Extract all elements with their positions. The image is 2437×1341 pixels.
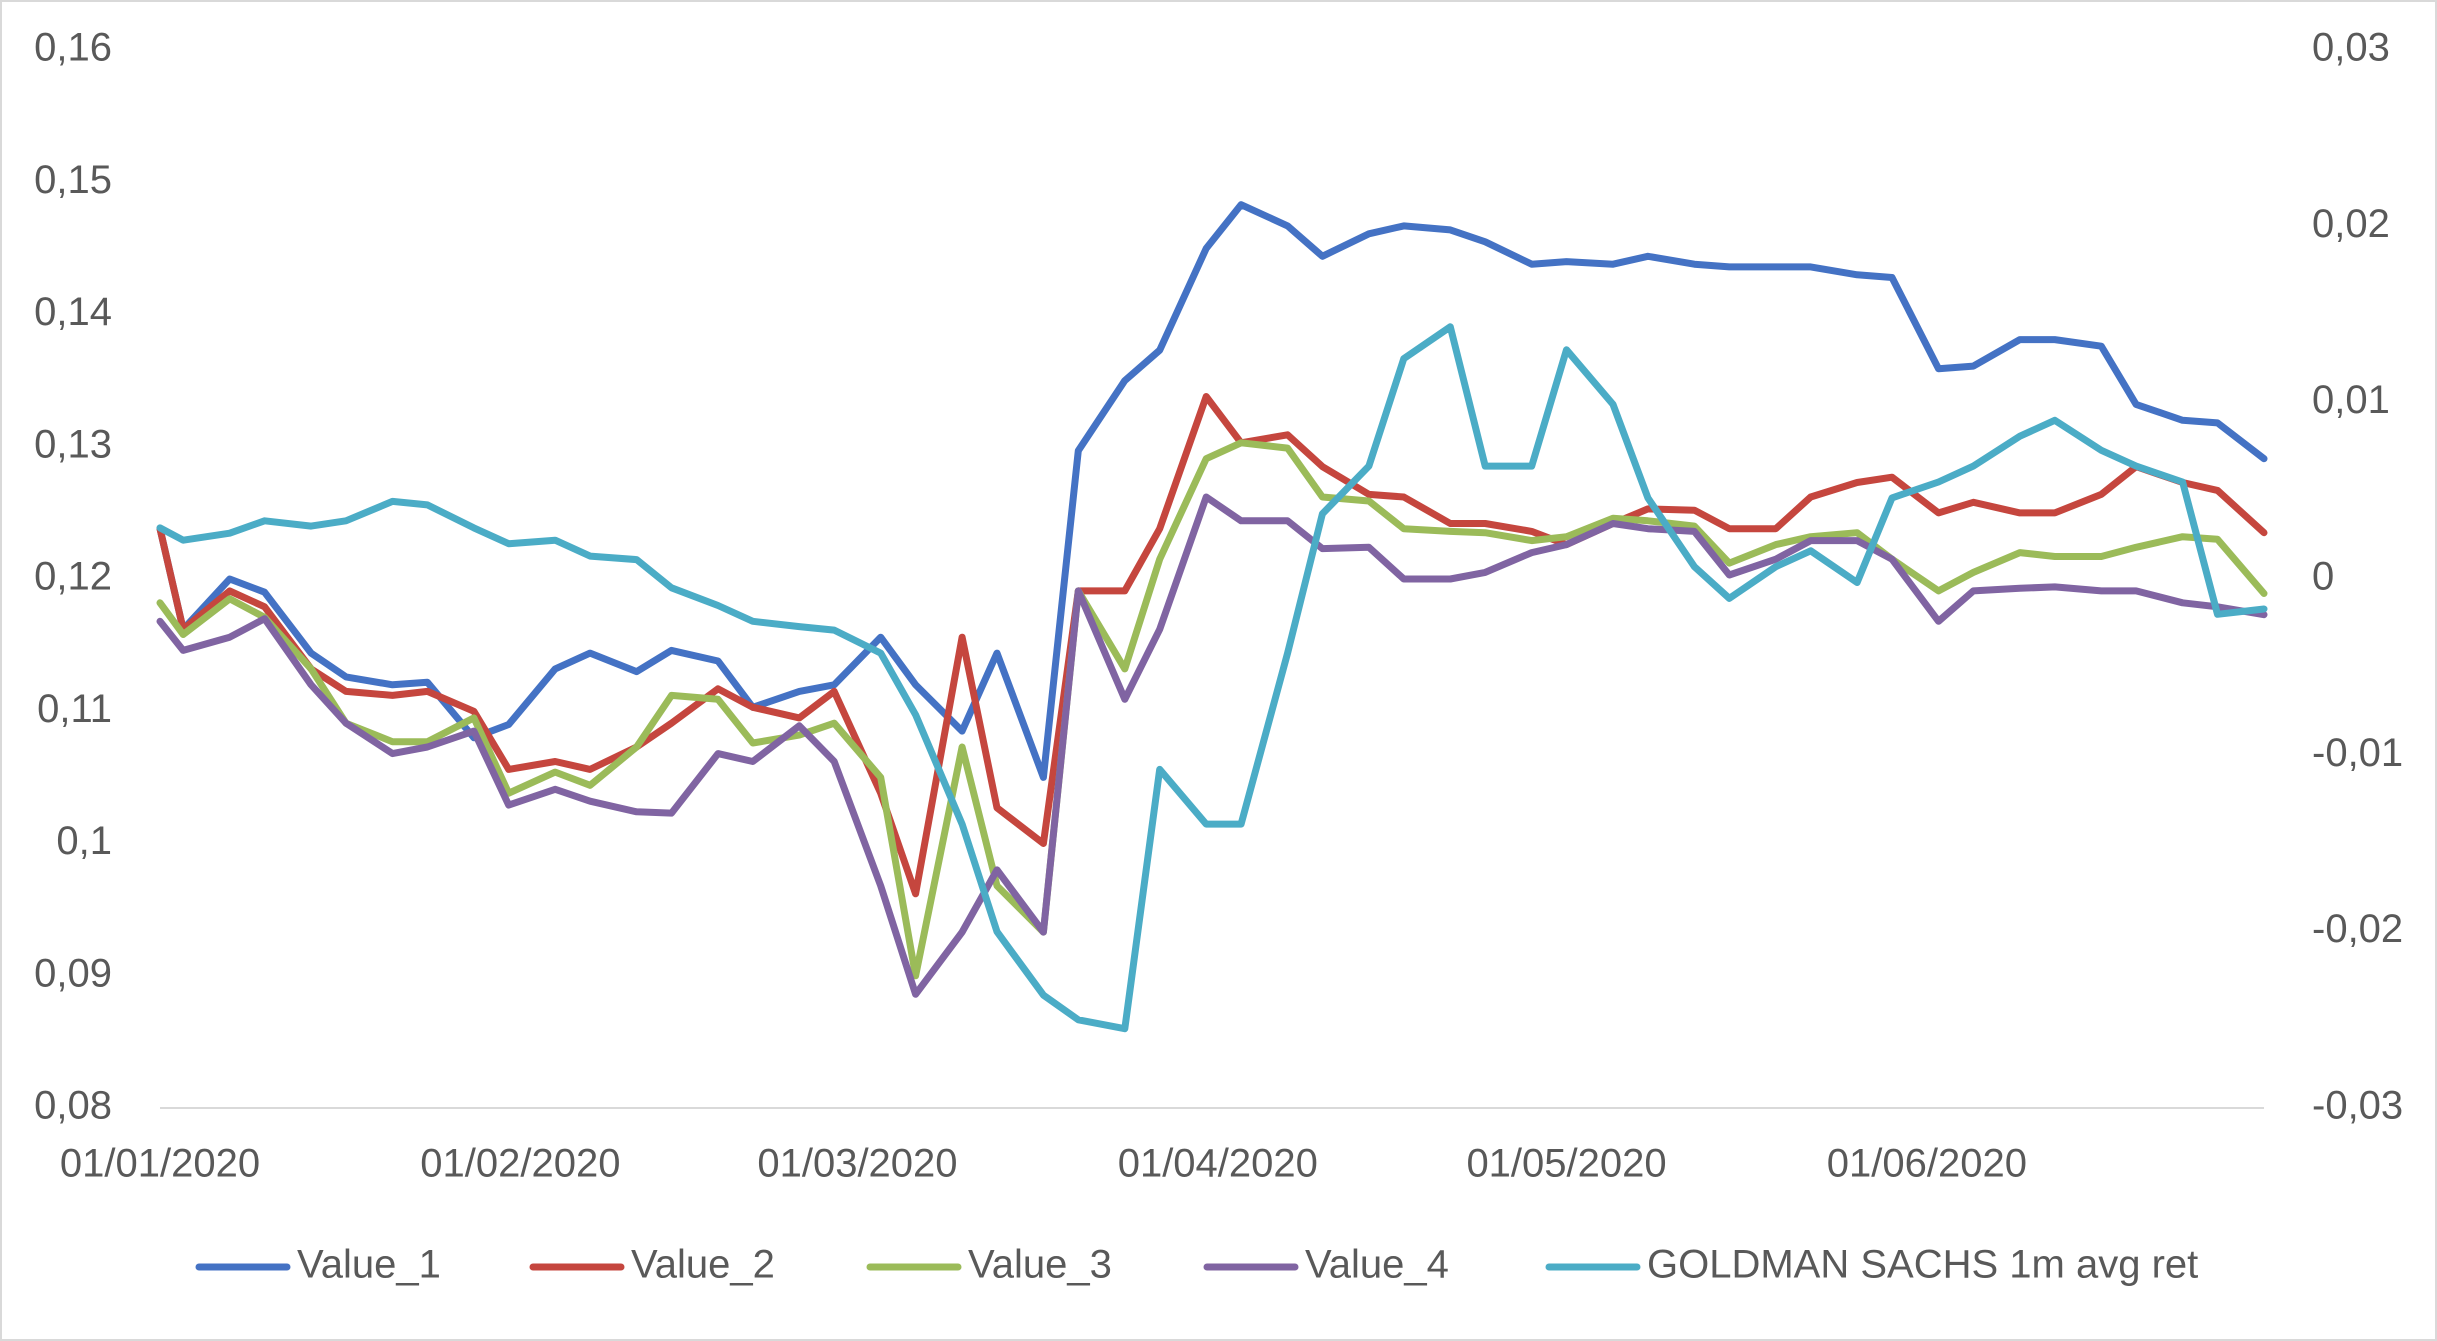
- x-tick-label: 01/06/2020: [1827, 1142, 2027, 1186]
- y-tick-label: 0,16: [34, 26, 112, 70]
- x-tick-label: 01/03/2020: [757, 1142, 957, 1186]
- y2-tick-label: 0,03: [2312, 26, 2390, 70]
- legend-label: GOLDMAN SACHS 1m avg ret: [1647, 1243, 2198, 1287]
- y-tick-label: 0,09: [34, 951, 112, 995]
- y-tick-label: 0,14: [34, 290, 112, 334]
- y-tick-label: 0,11: [37, 687, 112, 731]
- series-line: [156, 493, 2268, 998]
- y2-tick-label: -0,03: [2312, 1084, 2403, 1128]
- series-line: [156, 323, 2268, 1033]
- x-tick-label: 01/02/2020: [420, 1142, 620, 1186]
- series-line: [156, 439, 2268, 980]
- y-tick-label: 0,1: [56, 819, 112, 863]
- legend-label: Value_1: [297, 1243, 441, 1287]
- y2-tick-label: 0,02: [2312, 202, 2390, 246]
- legend-label: Value_4: [1305, 1243, 1449, 1287]
- y2-tick-label: 0,01: [2312, 378, 2390, 422]
- legend-label: Value_3: [968, 1243, 1112, 1287]
- y2-tick-label: 0: [2312, 555, 2334, 599]
- legend-label: Value_2: [631, 1243, 775, 1287]
- y-tick-label: 0,13: [34, 422, 112, 466]
- y-tick-label: 0,12: [34, 555, 112, 599]
- y-tick-label: 0,15: [34, 158, 112, 202]
- y2-tick-label: -0,02: [2312, 907, 2403, 951]
- x-tick-label: 01/05/2020: [1466, 1142, 1666, 1186]
- x-tick-label: 01/04/2020: [1118, 1142, 1318, 1186]
- series-line: [156, 201, 2268, 781]
- y2-tick-label: -0,01: [2312, 731, 2403, 775]
- x-tick-label: 01/01/2020: [60, 1142, 260, 1186]
- y-tick-label: 0,08: [34, 1084, 112, 1128]
